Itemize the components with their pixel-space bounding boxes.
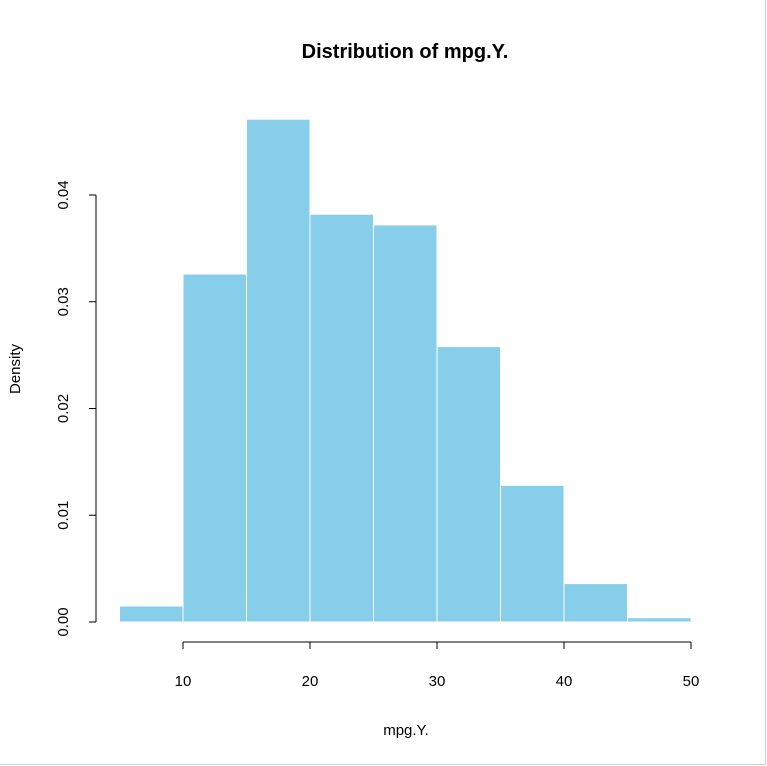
x-tick-label-3: 40: [556, 673, 573, 690]
histogram-bar-5: [436, 346, 501, 623]
histogram-bar-6: [500, 484, 565, 623]
histogram-bar-7: [563, 583, 628, 623]
chart-title: Distribution of mpg.Y.: [302, 41, 509, 63]
y-axis-label: Density: [7, 343, 24, 394]
x-tick-label-0: 10: [175, 673, 192, 690]
histogram-bar-3: [309, 213, 374, 623]
y-tick-label-3: 0.03: [55, 287, 72, 316]
y-axis: 0.00 0.01 0.02 0.03 0.04: [55, 180, 97, 637]
x-tick-label-4: 50: [683, 673, 700, 690]
histogram-bars: [119, 118, 692, 623]
histogram-bar-2: [246, 118, 311, 623]
histogram-bar-0: [119, 605, 184, 623]
y-tick-label-4: 0.04: [55, 180, 72, 209]
x-axis-label: mpg.Y.: [383, 722, 429, 739]
y-tick-label-2: 0.02: [55, 394, 72, 423]
y-tick-label-0: 0.00: [55, 607, 72, 636]
x-axis: 10 20 30 40 50: [175, 641, 700, 690]
x-tick-label-2: 30: [429, 673, 446, 690]
histogram-bar-4: [373, 224, 438, 623]
histogram-bar-8: [627, 617, 692, 623]
y-tick-label-1: 0.01: [55, 501, 72, 530]
histogram-bar-1: [182, 273, 247, 623]
x-tick-label-1: 20: [302, 673, 319, 690]
